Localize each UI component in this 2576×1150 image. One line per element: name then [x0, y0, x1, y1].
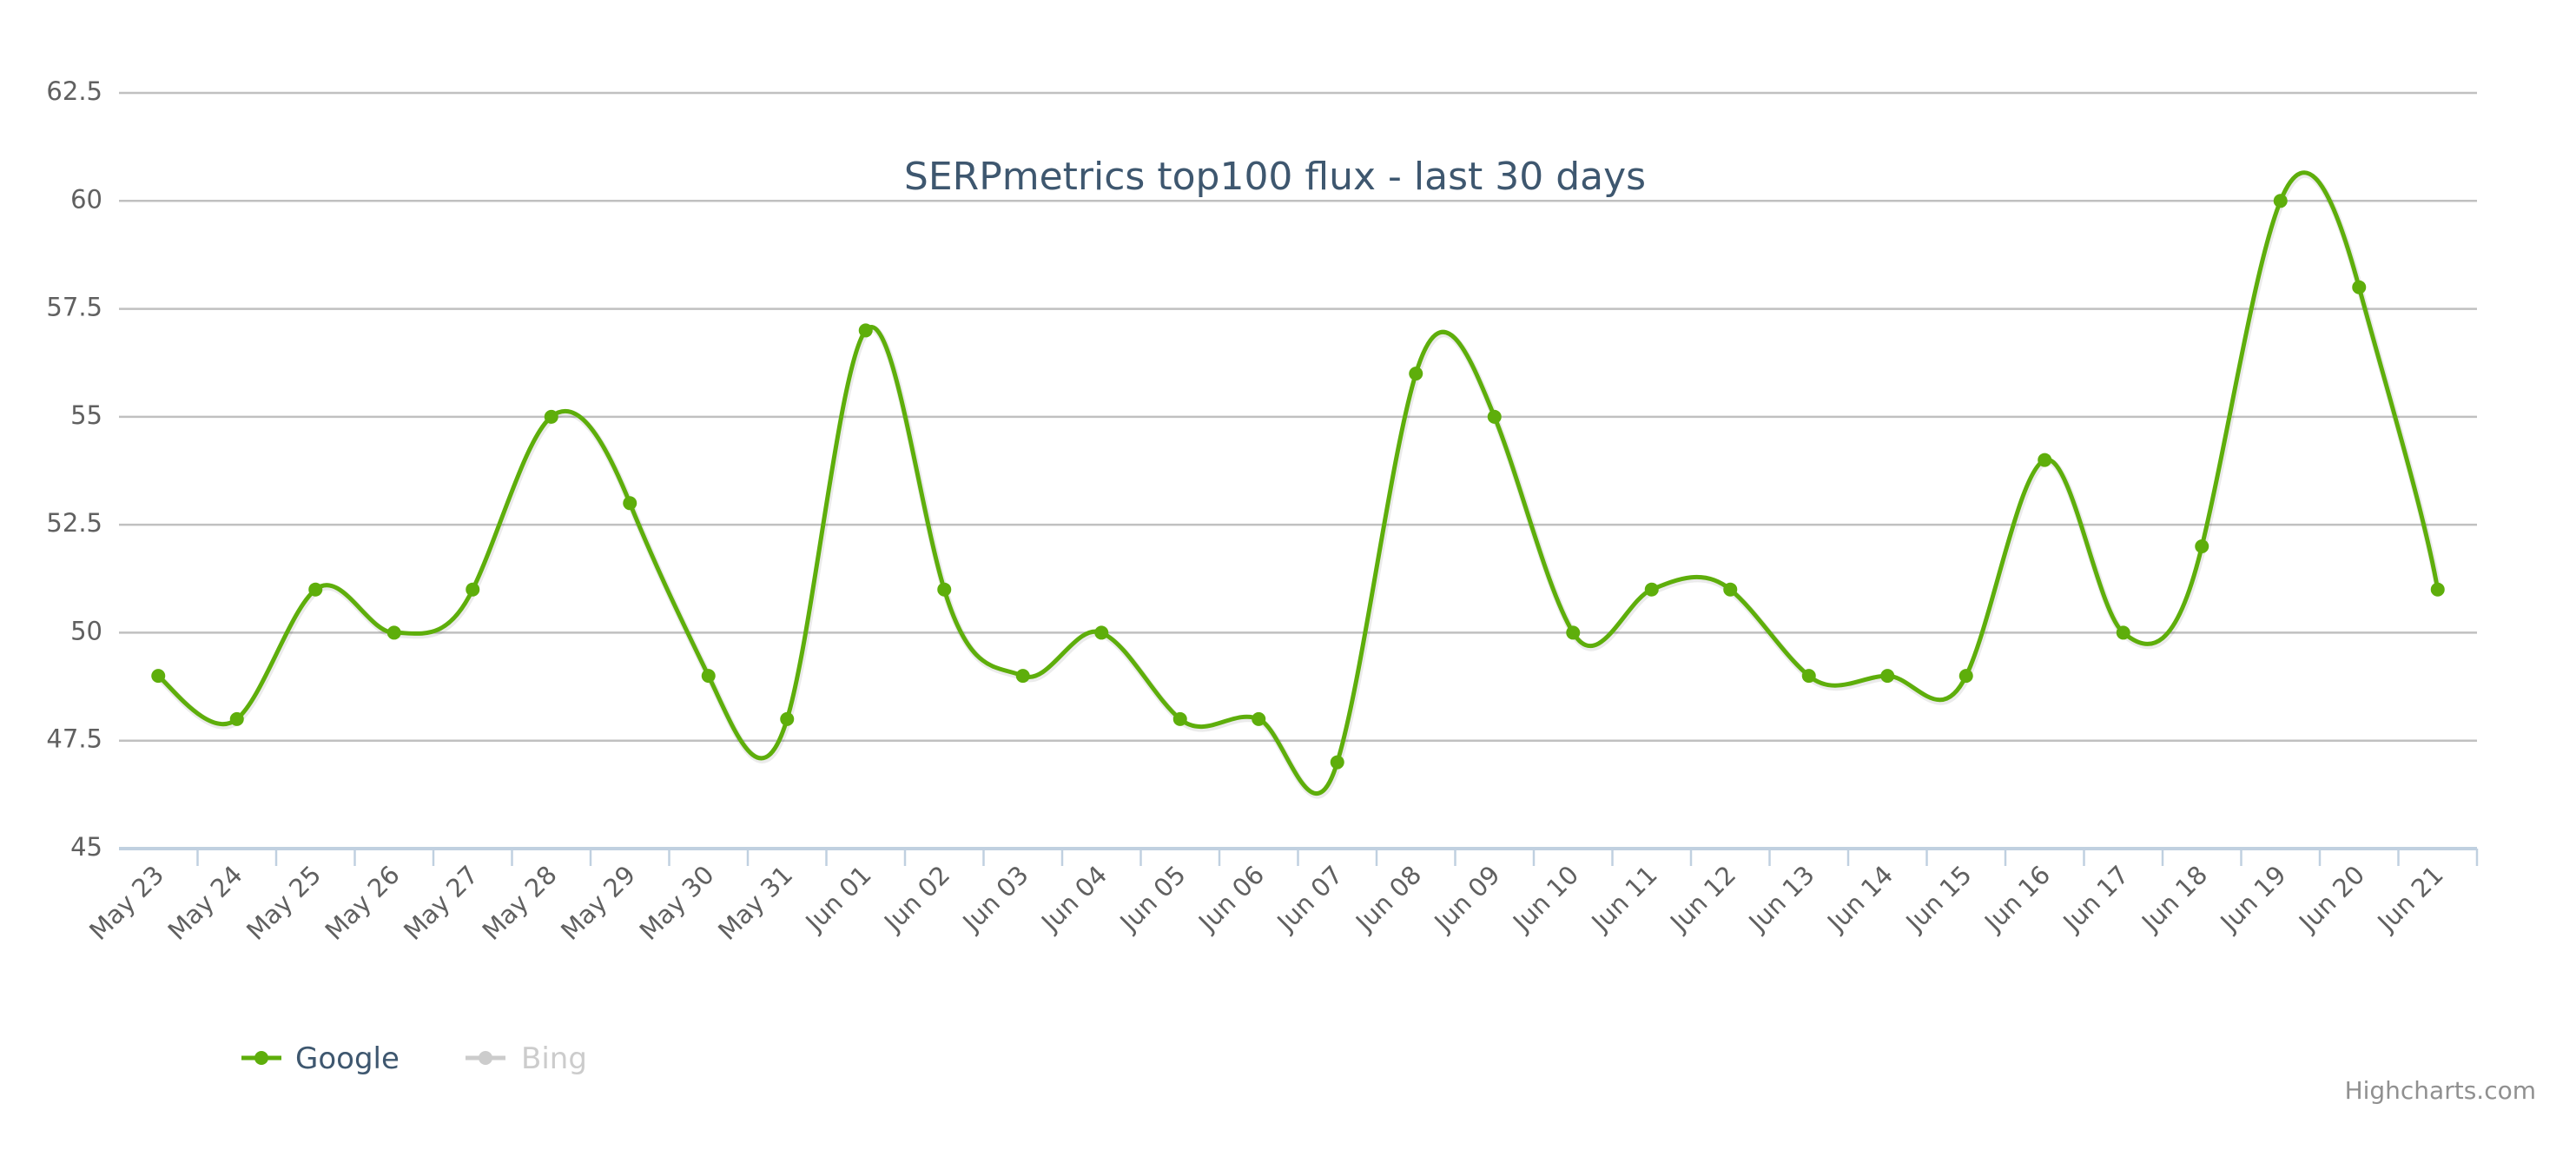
x-tick-label: Jun 21 [2371, 860, 2449, 938]
x-tick-label: Jun 04 [1034, 860, 1113, 938]
x-tick-label: Jun 02 [877, 860, 955, 938]
data-point[interactable] [623, 496, 637, 511]
y-tick-label: 55 [70, 400, 102, 430]
x-tick-label: Jun 07 [1271, 860, 1349, 938]
legend-label-bing[interactable]: Bing [521, 1041, 587, 1076]
data-point[interactable] [1015, 669, 1030, 684]
y-tick-label: 57.5 [46, 293, 102, 322]
data-point[interactable] [1880, 669, 1895, 684]
x-tick-label: Jun 01 [799, 860, 877, 938]
series-line-google[interactable] [156, 170, 2441, 796]
legend: Google Bing [241, 1041, 587, 1076]
data-point[interactable] [229, 711, 244, 726]
data-point[interactable] [2195, 539, 2209, 553]
x-tick-label: May 27 [398, 860, 484, 946]
x-tick-label: Jun 16 [1978, 860, 2056, 938]
data-point[interactable] [544, 409, 558, 424]
data-point[interactable] [858, 323, 873, 338]
data-point[interactable] [1330, 755, 1344, 770]
data-point[interactable] [151, 669, 166, 684]
data-point[interactable] [1094, 625, 1109, 640]
data-point[interactable] [1252, 711, 1266, 726]
x-tick-label: Jun 12 [1663, 860, 1741, 938]
x-tick-label: May 29 [555, 860, 641, 946]
x-tick-label: Jun 19 [2214, 860, 2292, 938]
x-tick-label: May 28 [477, 860, 563, 946]
x-tick-label: Jun 20 [2292, 860, 2370, 938]
data-point[interactable] [2430, 582, 2445, 597]
legend-marker-icon [479, 1051, 492, 1065]
x-tick-label: Jun 09 [1428, 860, 1506, 938]
x-tick-label: Jun 08 [1349, 860, 1427, 938]
y-tick-label: 52.5 [46, 508, 102, 538]
legend-item-google[interactable]: Google [241, 1041, 400, 1076]
data-point[interactable] [386, 625, 401, 640]
y-axis-labels: 45 47.5 50 52.5 55 57.5 60 62.5 [46, 76, 102, 862]
data-point[interactable] [780, 711, 795, 726]
data-point[interactable] [1172, 711, 1187, 726]
data-point[interactable] [937, 582, 952, 597]
data-point[interactable] [1723, 582, 1738, 597]
x-tick-label: May 25 [241, 860, 327, 946]
x-tick-label: May 24 [162, 860, 248, 946]
x-tick-label: Jun 14 [1820, 860, 1899, 938]
x-tick-label: Jun 10 [1506, 860, 1584, 938]
y-tick-label: 60 [70, 184, 102, 214]
data-point[interactable] [1644, 582, 1659, 597]
chart-title: SERPmetrics top100 flux - last 30 days [904, 155, 1646, 199]
data-point[interactable] [1487, 409, 1502, 424]
x-tick-label: May 30 [634, 860, 720, 946]
series-shadow [156, 170, 2442, 799]
y-gridlines [119, 91, 2477, 742]
data-point[interactable] [701, 669, 716, 684]
credits-link[interactable]: Highcharts.com [2345, 1076, 2536, 1105]
x-tick-label: Jun 17 [2057, 860, 2135, 938]
data-point[interactable] [2038, 453, 2052, 467]
data-point[interactable] [308, 582, 323, 597]
x-tick-label: Jun 06 [1192, 860, 1270, 938]
y-tick-label: 47.5 [46, 724, 102, 754]
x-tick-label: Jun 13 [1742, 860, 1820, 938]
legend-marker-icon [254, 1051, 268, 1065]
data-point[interactable] [2116, 625, 2130, 640]
y-tick-label: 62.5 [46, 76, 102, 106]
y-tick-label: 50 [70, 616, 102, 645]
x-tick-label: Jun 15 [1899, 860, 1978, 938]
data-point[interactable] [1958, 669, 1973, 684]
legend-item-bing[interactable]: Bing [466, 1041, 587, 1076]
x-tick-label: May 23 [83, 860, 169, 946]
data-point[interactable] [1566, 625, 1581, 640]
x-tick-label: Jun 18 [2135, 860, 2213, 938]
legend-label-google[interactable]: Google [295, 1041, 400, 1076]
data-point[interactable] [1801, 669, 1816, 684]
series-google[interactable] [151, 170, 2445, 799]
data-point[interactable] [2352, 280, 2367, 294]
y-tick-label: 45 [70, 832, 102, 862]
x-tick-label: Jun 03 [956, 860, 1034, 938]
x-tick-label: Jun 11 [1585, 860, 1663, 938]
x-tick-label: May 31 [712, 860, 798, 946]
data-point[interactable] [466, 582, 480, 597]
x-tick-label: May 26 [320, 860, 406, 946]
data-point[interactable] [1409, 367, 1423, 381]
data-point[interactable] [2273, 194, 2288, 208]
x-tick-label: Jun 05 [1113, 860, 1192, 938]
